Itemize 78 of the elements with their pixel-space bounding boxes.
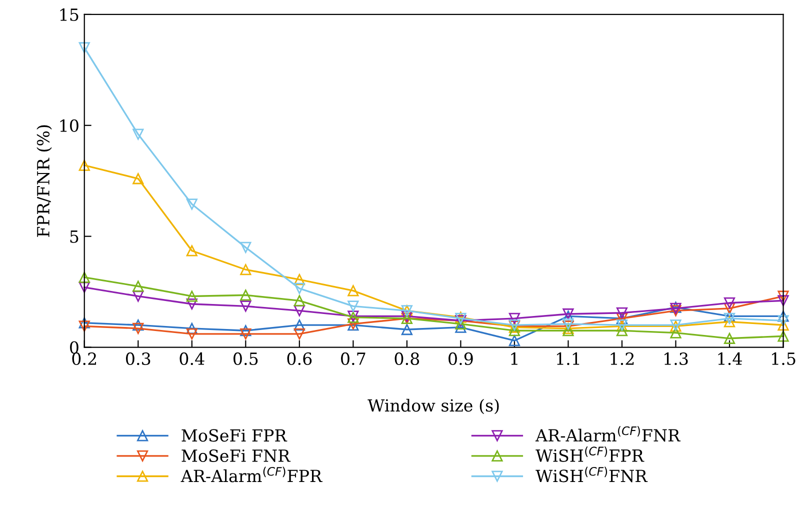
legend-label: WiSH$^{(CF)}$FNR	[536, 466, 648, 482]
point	[724, 316, 736, 328]
point	[132, 128, 144, 140]
point	[562, 318, 574, 330]
y-tick-label: 10	[60, 119, 78, 132]
point	[778, 295, 789, 306]
x-tick-label: 1.2	[610, 352, 634, 366]
x-tick-label: 0.9	[448, 352, 473, 366]
point	[240, 325, 252, 336]
point	[294, 328, 305, 340]
point	[778, 310, 789, 322]
point	[562, 325, 574, 336]
point	[455, 318, 466, 330]
point	[294, 295, 305, 306]
point	[616, 325, 628, 336]
point	[294, 305, 305, 316]
point	[348, 285, 359, 296]
point	[78, 282, 90, 293]
y-axis-title: FPR/FNR (%)	[36, 125, 52, 237]
point	[508, 325, 520, 336]
legend-label: AR-Alarm$^{(CF)}$FPR	[180, 466, 322, 482]
point	[670, 305, 682, 316]
x-tick-label: 0.6	[287, 352, 312, 366]
legend-label: WiSH$^{(CF)}$FPR	[536, 446, 644, 462]
x-tick-label: 1.3	[664, 352, 688, 366]
x-tick-label: 1.1	[557, 352, 580, 366]
point	[186, 245, 198, 256]
x-tick-label: 0.2	[72, 352, 96, 366]
point	[186, 290, 198, 302]
x-tick-label: 0.5	[234, 352, 258, 366]
point	[401, 324, 412, 336]
y-tick-label: 0	[70, 341, 78, 354]
point	[240, 242, 252, 253]
point	[240, 300, 252, 312]
x-axis-title: Window size (s)	[368, 398, 499, 414]
point	[186, 198, 198, 210]
point	[186, 298, 198, 310]
point	[508, 312, 520, 324]
point	[778, 320, 789, 331]
point	[186, 322, 198, 334]
point	[78, 272, 90, 283]
point	[132, 322, 144, 334]
point	[78, 317, 90, 328]
legend-label: AR-Alarm$^{(CF)}$FNR	[535, 426, 681, 442]
x-tick-label: 0.7	[341, 352, 366, 366]
legend-label: MoSeFi FPR	[182, 429, 288, 442]
point	[724, 302, 736, 314]
point	[294, 320, 305, 331]
point	[778, 290, 789, 302]
x-tick-label: 1.4	[718, 352, 742, 366]
point	[724, 332, 736, 344]
x-tick-label: 0.4	[180, 352, 204, 366]
point	[240, 290, 252, 301]
point	[294, 274, 305, 286]
x-tick-label: 0.8	[394, 352, 420, 366]
legend-label: MoSeFi FNR	[182, 449, 291, 462]
point	[778, 315, 789, 326]
point	[616, 307, 628, 318]
point	[186, 328, 198, 340]
point	[78, 42, 90, 54]
y-tick-label: 15	[60, 8, 78, 22]
point	[78, 320, 90, 332]
point	[348, 300, 359, 312]
point	[78, 160, 90, 171]
x-tick-label: 1.5	[772, 352, 796, 366]
point	[508, 335, 520, 346]
point	[294, 282, 305, 294]
point	[132, 173, 144, 184]
point	[778, 330, 789, 342]
y-tick-label: 5	[70, 230, 78, 243]
point	[240, 264, 252, 276]
point	[724, 297, 736, 308]
point	[132, 280, 144, 292]
point	[670, 327, 682, 338]
point	[132, 320, 144, 331]
point	[240, 328, 252, 340]
x-tick-label: 0.3	[126, 352, 150, 366]
x-tick-label: 1	[511, 352, 518, 365]
